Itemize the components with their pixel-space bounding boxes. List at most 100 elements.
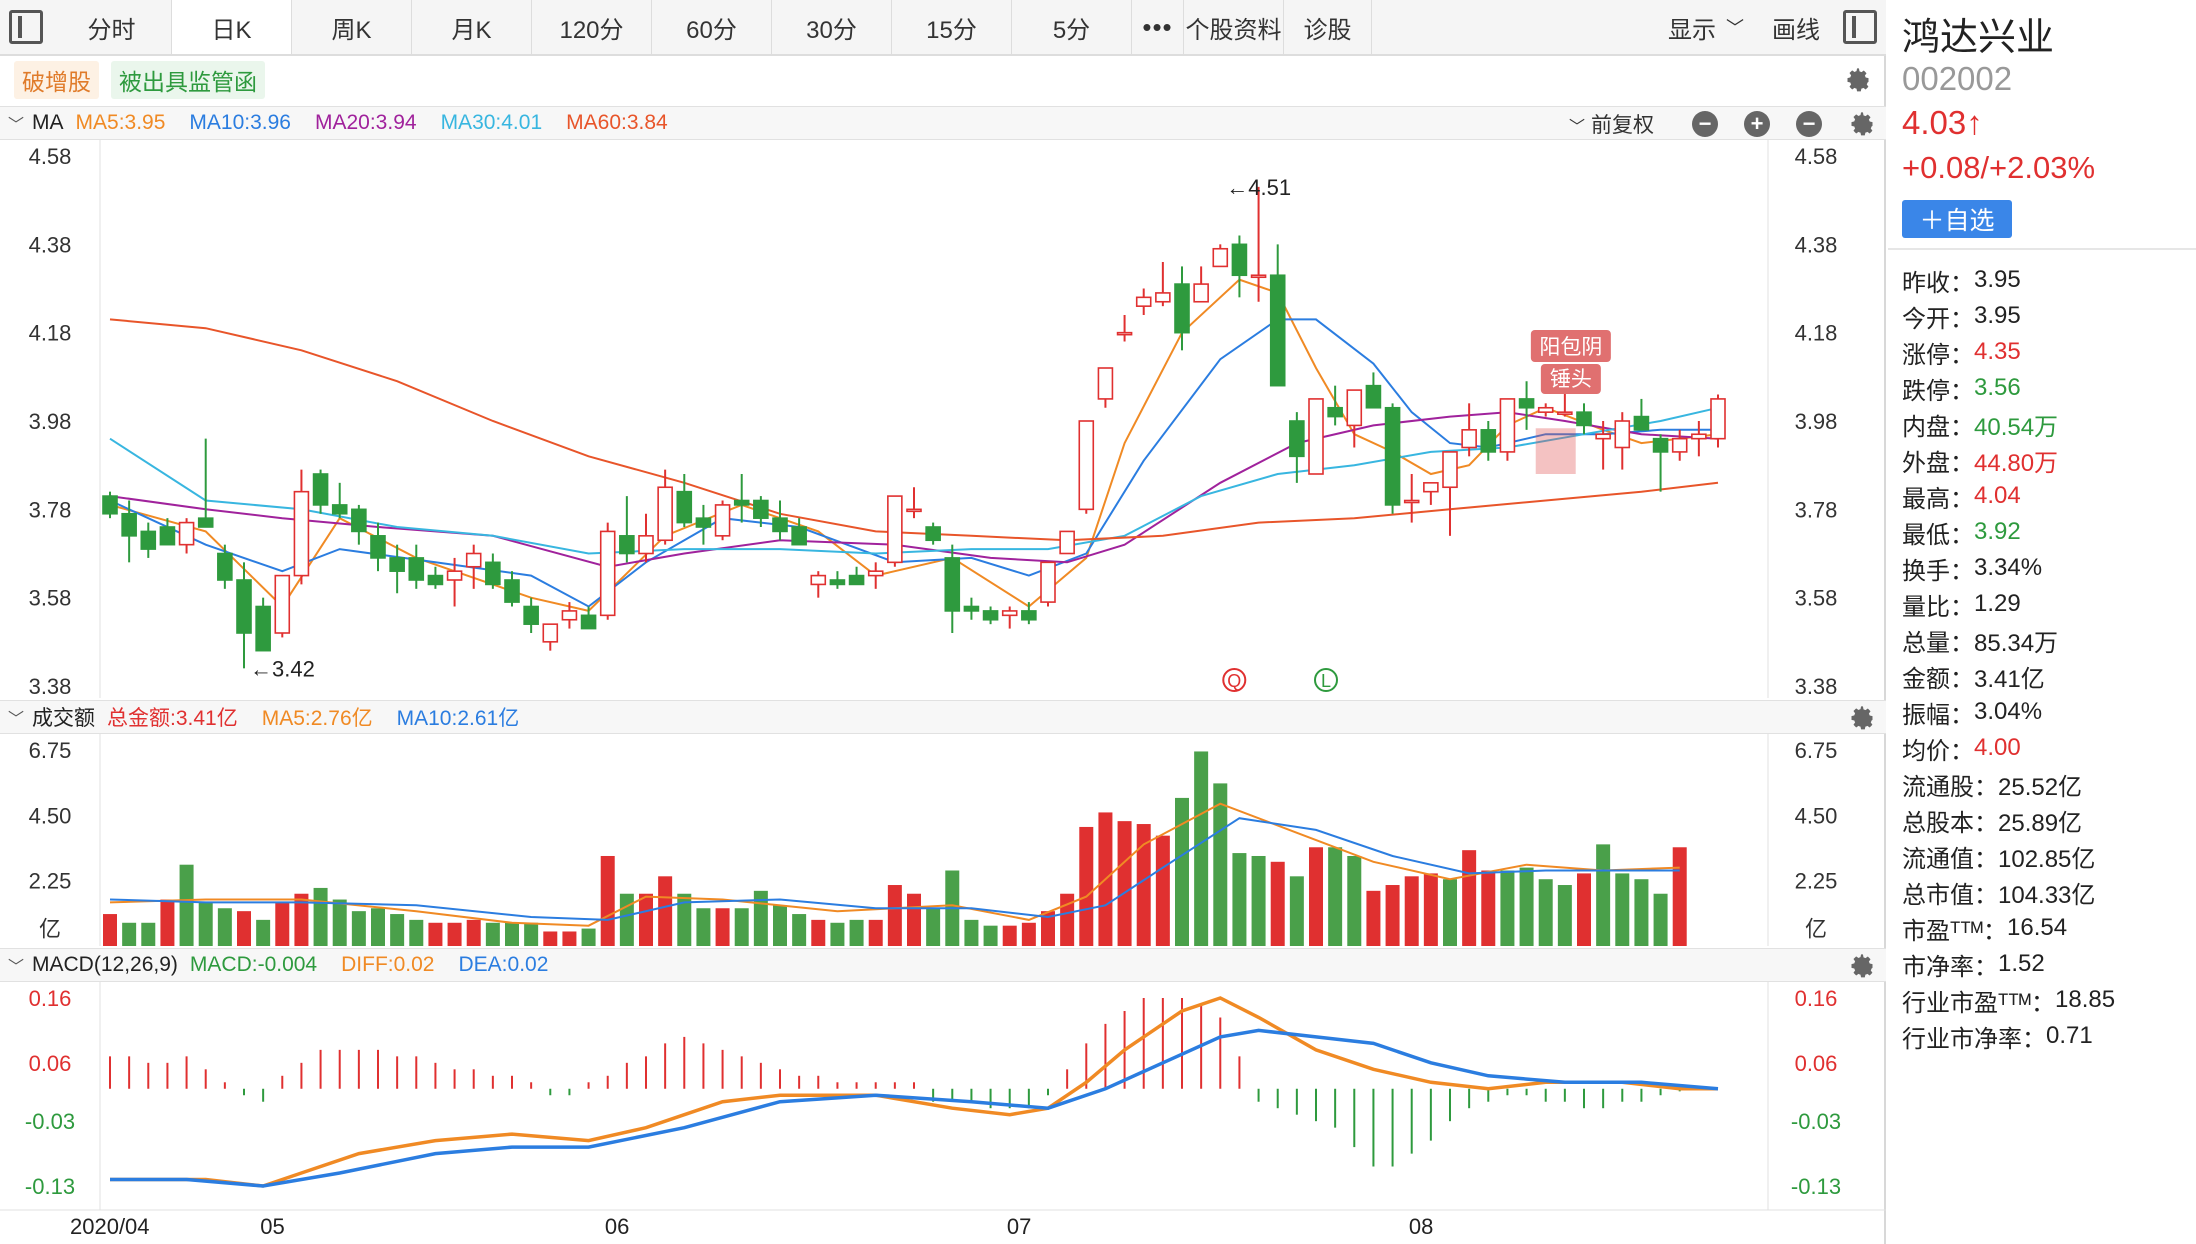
profile-button[interactable]: 个股资料 <box>1184 0 1284 54</box>
ma-line-ma60 <box>109 318 1719 542</box>
stat-value: 102.85亿 <box>1998 845 2096 873</box>
volume-bar <box>849 919 864 946</box>
chevron-down-icon[interactable]: ﹀ <box>8 959 25 976</box>
tag-item[interactable]: 被出具监管函 <box>111 61 265 99</box>
tab-2[interactable]: 周K <box>292 0 412 54</box>
volume-bar <box>313 887 328 946</box>
minimize-icon[interactable]: − <box>1796 111 1822 137</box>
volume-ma10-line <box>109 817 1680 921</box>
volume-bar <box>1213 783 1228 946</box>
stat-row: 行业市净率： 0.71 <box>1902 1018 2192 1054</box>
candle-body <box>1557 411 1573 415</box>
volume-bar <box>562 931 577 946</box>
stat-label: 外盘： <box>1902 449 1974 477</box>
candle-body <box>887 495 903 564</box>
candle-body <box>695 517 712 528</box>
legend-item: MA10:3.96 <box>189 111 291 134</box>
sidebar-toggle-right[interactable] <box>1834 0 1886 54</box>
x-tick-label: 07 <box>1007 1214 1031 1239</box>
volume-bar <box>1615 873 1630 946</box>
candle-body <box>1442 451 1458 489</box>
gear-icon[interactable] <box>1848 110 1876 138</box>
marker-q: Q <box>1227 671 1241 691</box>
candle-body <box>1365 384 1382 409</box>
volume-bar <box>371 908 385 946</box>
macd-legend: MACD:-0.004 DIFF:0.02 DEA:0.02 <box>190 953 560 977</box>
y-tick-label-right: 4.58 <box>1795 144 1838 169</box>
adjust-select[interactable]: ﹀ 前复权 <box>1569 109 1666 139</box>
y-tick-label-left: 4.50 <box>29 803 72 828</box>
y-tick-label-left: -0.13 <box>25 1174 75 1199</box>
tag-item[interactable]: 破增股 <box>14 61 99 99</box>
stat-value: 104.33亿 <box>1998 881 2096 909</box>
draw-button[interactable]: 画线 <box>1758 0 1834 54</box>
stat-row: 最低： 3.92 <box>1902 514 2192 550</box>
tab-5[interactable]: 60分 <box>652 0 772 54</box>
tab-1[interactable]: 日K <box>172 0 292 54</box>
y-tick-label-right: 4.38 <box>1795 232 1838 257</box>
y-tick-label-left: 6.75 <box>29 738 72 763</box>
volume-bar <box>485 922 500 946</box>
candle-body <box>274 574 291 634</box>
zoom-in-icon[interactable]: + <box>1744 111 1770 137</box>
volume-bar <box>1117 821 1132 946</box>
zoom-out-icon[interactable]: − <box>1692 111 1718 137</box>
x-tick-label: 06 <box>605 1214 629 1239</box>
tab-8[interactable]: 5分 <box>1012 0 1132 54</box>
gear-icon[interactable] <box>1848 952 1876 980</box>
candle-body <box>1461 429 1477 449</box>
ma-header: ﹀ MA MA5:3.95 MA10:3.96 MA20:3.94 MA30:4.01… <box>0 106 1886 140</box>
legend-item: DEA:0.02 <box>458 953 549 976</box>
stat-value: 4.35 <box>1974 338 2021 365</box>
volume-bar <box>198 902 213 946</box>
gear-icon[interactable] <box>1848 704 1876 732</box>
stat-label: 总市值： <box>1902 881 1998 909</box>
candle-body <box>925 526 941 542</box>
macd-chart[interactable]: 0.16 0.16 0.06 0.06 -0.03 -0.03 -0.13 -0.13 2020… <box>0 982 1886 1244</box>
stat-label: 今开： <box>1902 305 1974 333</box>
ma-line-ma10 <box>109 318 1718 608</box>
volume-bar <box>1041 911 1055 946</box>
candle-body <box>561 610 578 621</box>
volume-bar <box>505 922 519 946</box>
y-tick-label-right: 3.98 <box>1795 409 1838 434</box>
volume-header: ﹀ 成交额 总金额:3.41亿 MA5:2.76亿 MA10:2.61亿 <box>0 700 1886 734</box>
tab-3[interactable]: 月K <box>412 0 532 54</box>
volume-bar <box>811 919 826 946</box>
legend-item: MA5:3.95 <box>75 111 166 134</box>
tab-6[interactable]: 30分 <box>772 0 892 54</box>
candle-body <box>1001 610 1018 617</box>
tab-0[interactable]: 分时 <box>52 0 172 54</box>
stat-row: 总市值： 104.33亿 <box>1902 874 2192 910</box>
stat-row: 均价： 4.00 <box>1902 730 2192 766</box>
stock-code: 002002 <box>1902 60 2013 97</box>
candle-body <box>1652 437 1669 453</box>
candle-body <box>1250 274 1267 279</box>
candle-body <box>867 570 884 577</box>
add-watchlist-button[interactable]: ＋自选 <box>1902 200 2012 238</box>
pattern-tag-bg <box>1540 364 1601 394</box>
candle-body <box>1384 406 1401 506</box>
stat-value: 4.04 <box>1974 482 2021 509</box>
candle-body <box>217 552 233 581</box>
macd-header: ﹀ MACD(12,26,9) MACD:-0.004 DIFF:0.02 DEA:… <box>0 948 1886 982</box>
tab-7[interactable]: 15分 <box>892 0 1012 54</box>
chevron-down-icon[interactable]: ﹀ <box>8 711 25 728</box>
volume-chart[interactable]: 6.75 6.75 4.50 4.50 2.25 2.25 亿 亿 <box>0 734 1886 946</box>
sidebar-toggle-left[interactable] <box>0 0 52 54</box>
candle-body <box>1710 398 1726 440</box>
stat-value: 1.29 <box>1974 590 2021 617</box>
volume-bar <box>1289 876 1304 946</box>
volume-bar <box>658 876 673 946</box>
stat-row: 换手： 3.34% <box>1902 550 2192 586</box>
candle-body <box>733 499 750 506</box>
gear-icon[interactable] <box>1844 66 1872 94</box>
chevron-down-icon[interactable]: ﹀ <box>8 117 25 134</box>
draw-label: 画线 <box>1772 16 1820 44</box>
stat-label: 行业市净率： <box>1902 1025 2046 1053</box>
diagnose-button[interactable]: 诊股 <box>1284 0 1372 54</box>
tab-4[interactable]: 120分 <box>532 0 652 54</box>
kline-chart[interactable]: 4.58 4.58 4.38 4.38 4.18 4.18 3.98 3.98 3.78 3.78… <box>0 140 1886 698</box>
display-menu[interactable]: 显示 ﹀ <box>1654 0 1758 54</box>
more-button[interactable]: ••• <box>1132 0 1184 54</box>
